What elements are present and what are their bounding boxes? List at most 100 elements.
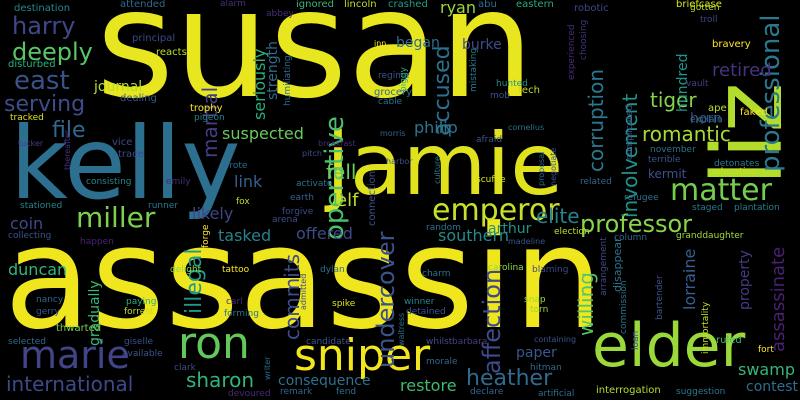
word-professor: professor — [580, 210, 693, 238]
word-madeline: madeline — [508, 237, 546, 246]
word-retired: retired — [712, 60, 772, 81]
word-carolina: carolina — [488, 263, 524, 273]
word-arena: arena — [272, 215, 298, 225]
word-detained: detained — [406, 307, 446, 317]
word-nancy: nancy — [36, 295, 64, 305]
word-link: link — [234, 172, 263, 191]
word-reacts: reacts — [156, 47, 187, 58]
word-miller: miller — [76, 201, 156, 234]
word-eastern: eastern — [516, 0, 554, 10]
word-ron: ron — [178, 318, 250, 369]
word-romantic: romantic — [642, 122, 731, 146]
word-tattoo: tattoo — [222, 265, 250, 275]
word-tasked: tasked — [218, 226, 272, 245]
word-forrest: forrest — [124, 307, 154, 317]
word-suggestion: suggestion — [676, 387, 726, 397]
word-runner: runner — [148, 201, 179, 211]
word-destination: destination — [14, 3, 71, 14]
word-southern: southern — [438, 226, 509, 245]
word-dylan: dylan — [320, 265, 345, 275]
word-ignored: ignored — [296, 0, 334, 10]
word-assassinate: assassinate — [768, 246, 789, 352]
word-whilst: whilst — [426, 337, 453, 347]
word-complicated: complicated — [625, 104, 635, 160]
word-dealing: dealing — [120, 93, 157, 104]
word-attended: attended — [120, 0, 166, 10]
word-writer: writer — [263, 356, 272, 380]
word-restore: restore — [400, 376, 457, 395]
word-professional: professional — [756, 14, 786, 172]
word-principal: principal — [132, 33, 176, 44]
word-sniper: sniper — [294, 330, 431, 381]
word-clark: clark — [174, 363, 196, 373]
word-ryan: ryan — [440, 0, 476, 17]
word-consisting: consisting — [86, 177, 132, 187]
word-morris: morris — [380, 129, 406, 138]
word-began: began — [396, 35, 440, 51]
word-swamp: swamp — [738, 360, 795, 379]
word-thwarted: thwarted — [56, 323, 102, 334]
word-proposal: proposal — [537, 151, 546, 186]
word-thereafter: thereafter — [63, 129, 72, 170]
word-harry: harry — [12, 12, 76, 40]
word-waitress: waitress — [397, 312, 406, 346]
word-forming: forming — [224, 309, 259, 319]
word-happen: happen — [80, 237, 114, 247]
word-delight: delight — [170, 265, 202, 275]
word-kelly: kelly — [10, 105, 241, 222]
word-stationed: stationed — [20, 201, 63, 211]
word-staged: staged — [692, 203, 723, 213]
word-vice: vice — [112, 137, 133, 148]
word-piggy: piggy — [399, 67, 409, 92]
word-abbey: abbey — [266, 9, 294, 19]
word-hunted: hunted — [496, 79, 528, 89]
word-breakfast: breakfast — [318, 139, 356, 148]
word-consequence: consequence — [278, 373, 371, 389]
word-experienced: experienced — [567, 24, 577, 80]
word-illegal: illegal — [182, 248, 207, 314]
word-harbor: harbor — [386, 157, 413, 166]
word-matter: matter — [670, 173, 772, 208]
word-lorraine: lorraine — [680, 248, 699, 310]
word-bravery: bravery — [712, 39, 751, 50]
word-corruption: corruption — [584, 68, 608, 172]
word-coin: coin — [10, 214, 44, 233]
word-international: international — [6, 372, 134, 396]
word-horn: horn — [690, 111, 722, 127]
word-lincoln: lincoln — [344, 0, 377, 10]
word-interrogation: interrogation — [596, 385, 661, 396]
word-affection: affection — [478, 268, 506, 374]
word-gotten: gotten — [690, 3, 720, 13]
word-sharon: sharon — [186, 368, 255, 392]
word-cornelius: cornelius — [508, 123, 545, 132]
word-arrangement: arrangement — [599, 237, 609, 296]
word-susan: susan — [96, 0, 535, 132]
word-marie: marie — [20, 333, 130, 377]
word-choosing: choosing — [579, 19, 589, 60]
word-torn: torn — [530, 305, 549, 315]
word-ruled: ruled — [716, 335, 742, 346]
word-regime: regime — [378, 71, 410, 81]
word-contest: contest — [746, 379, 799, 395]
word-suspected: suspected — [222, 124, 304, 143]
word-terrible: terrible — [648, 155, 681, 165]
word-activate: activate — [296, 179, 333, 189]
word-mistaking: mistaking — [469, 47, 479, 92]
word-fort: fort — [758, 345, 774, 355]
word-tracked: tracked — [10, 113, 44, 123]
word-willing: willing — [574, 272, 598, 336]
word-containing: containing — [534, 335, 577, 344]
word-remark: remark — [280, 387, 313, 397]
word-spike: spike — [332, 299, 356, 309]
word-available: available — [122, 349, 163, 359]
word-duncan: duncan — [8, 260, 68, 279]
word-fend: fend — [336, 387, 357, 397]
word-column: column — [614, 233, 648, 243]
word-grocery: grocery — [374, 87, 413, 98]
word-ape: ape — [708, 103, 727, 114]
word-deeply: deeply — [12, 38, 93, 66]
word-tiger: tiger — [650, 88, 697, 112]
word-abu: abu — [478, 0, 497, 10]
word-carl: carl — [226, 297, 243, 307]
